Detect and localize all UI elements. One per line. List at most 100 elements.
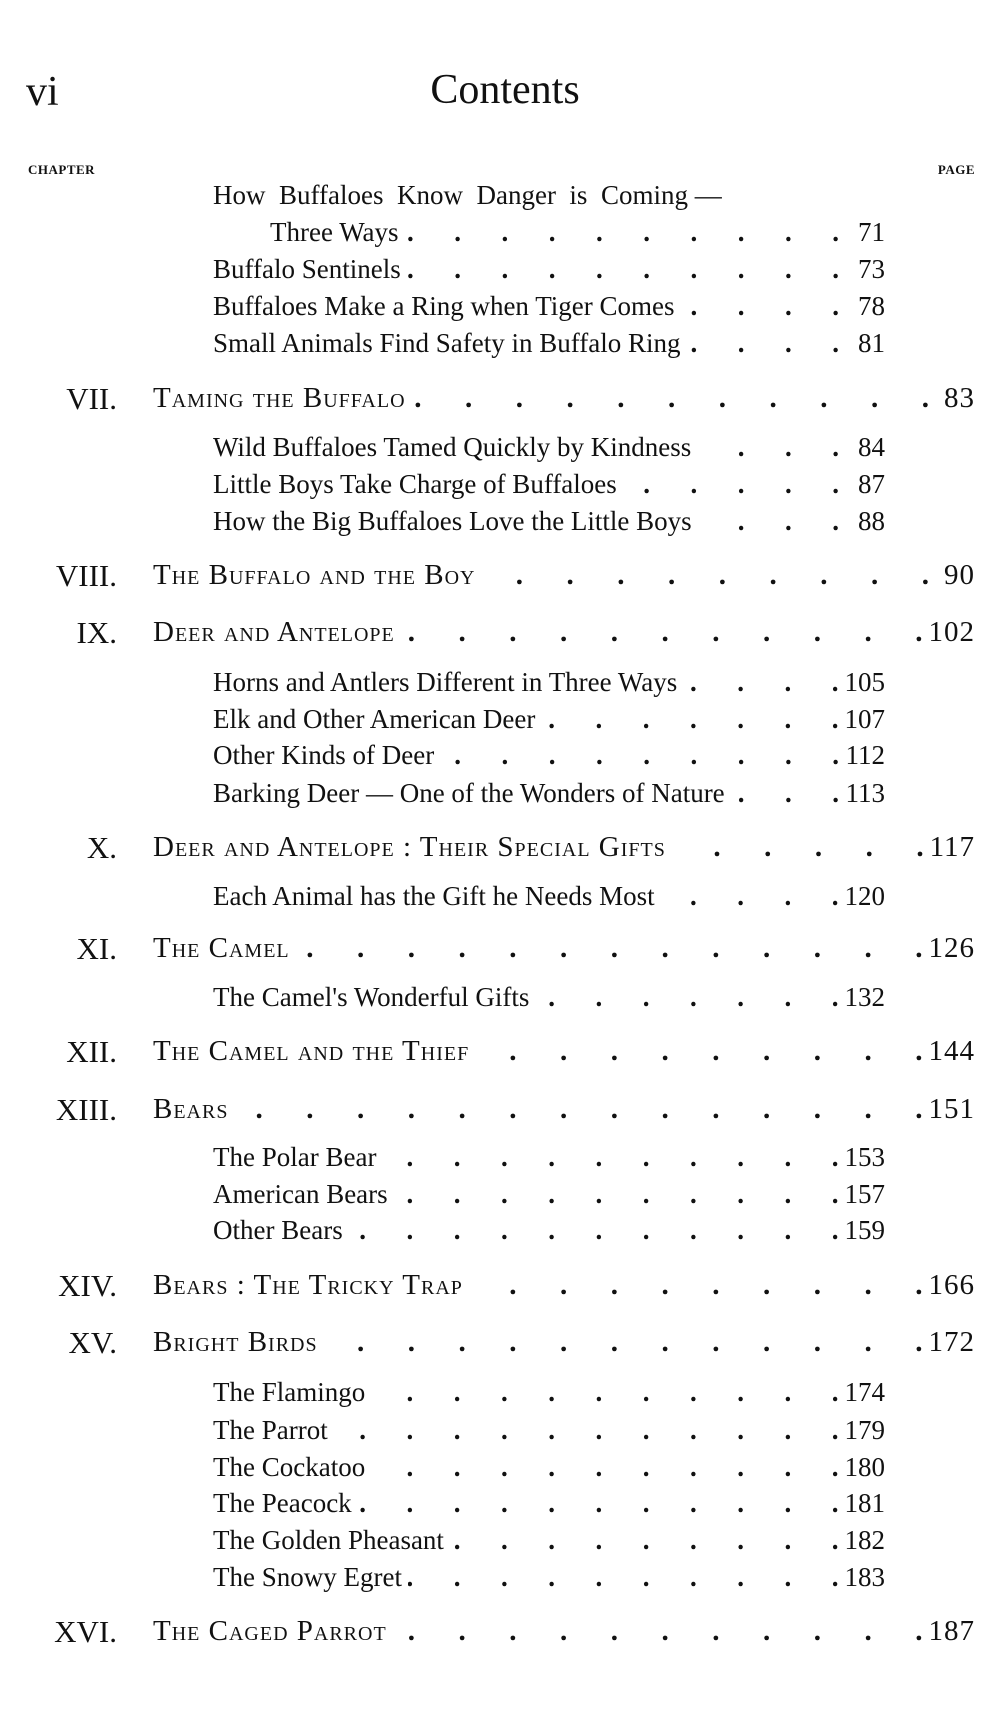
dot-leader (349, 1215, 839, 1246)
entry-page-number: 71 (858, 217, 885, 247)
page-title: Contents (430, 67, 580, 113)
dot-leader (623, 469, 839, 500)
entry-page-number: 78 (858, 291, 885, 321)
entry-page-number: 117 (929, 831, 975, 863)
entry-title: How Buffaloes Know Danger is Coming — (213, 180, 722, 210)
entry-page-number: 90 (944, 559, 975, 591)
chapter-numeral: VII. (66, 381, 117, 416)
dot-leader (450, 1525, 839, 1556)
chapter-entry: VIII. The Buffalo and the Boy 90 (0, 558, 1000, 598)
entry-title: The Golden Pheasant (213, 1525, 444, 1555)
chapter-entry: VII. Taming the Buffalo 83 (0, 381, 1000, 421)
chapter-column-label: CHAPTER (28, 162, 96, 177)
entry-page-number: 126 (928, 932, 975, 964)
dot-leader (541, 704, 838, 735)
section-entry: Horns and Antlers Different in Three Way… (0, 667, 1000, 703)
chapter-entry: XIV. Bears : The Tricky Trap 166 (0, 1268, 1000, 1308)
dot-leader (412, 382, 929, 415)
entry-title: Small Animals Find Safety in Buffalo Rin… (213, 328, 681, 358)
page-folio: vi (26, 69, 59, 115)
entry-title: Bears : The Tricky Trap (153, 1269, 463, 1301)
chapter-numeral: XIV. (58, 1268, 117, 1303)
entry-page-number: 144 (928, 1035, 975, 1067)
page-column-label: PAGE (937, 162, 975, 177)
entry-title: The Camel's Wonderful Gifts (213, 982, 530, 1012)
entry-title: Barking Deer — One of the Wonders of Nat… (213, 778, 725, 808)
entry-title: Elk and Other American Deer (213, 704, 536, 734)
entry-title: The Snowy Egret (213, 1562, 402, 1592)
chapter-entry: XIII. Bears 151 (0, 1092, 1000, 1132)
entry-title: Bears (153, 1093, 229, 1125)
chapter-entry: IX. Deer and Antelope 102 (0, 615, 1000, 655)
entry-page-number: 132 (844, 982, 886, 1012)
entry-page-number: 153 (844, 1142, 886, 1172)
dot-leader (687, 328, 839, 359)
entry-title: Buffaloes Make a Ring when Tiger Comes (213, 291, 675, 321)
dot-leader (661, 881, 839, 912)
section-entry: The Peacock 181 (0, 1488, 1000, 1524)
chapter-entry: XI. The Camel 126 (0, 931, 1000, 971)
chapter-entry: XII. The Camel and the Thief 144 (0, 1034, 1000, 1074)
entry-title: Little Boys Take Charge of Buffaloes (213, 469, 617, 499)
section-entry: Barking Deer — One of the Wonders of Nat… (0, 778, 1000, 814)
dot-leader (324, 1326, 923, 1359)
entry-title: The Camel (153, 932, 290, 964)
entry-title: Other Kinds of Deer (213, 740, 435, 770)
dot-leader (481, 559, 929, 592)
dot-leader (382, 1142, 838, 1173)
section-entry: The Polar Bear 153 (0, 1142, 1000, 1178)
section-entry: Other Kinds of Deer 112 (0, 740, 1000, 776)
section-entry: Buffalo Sentinels 73 (0, 254, 1000, 290)
dot-leader (334, 1415, 839, 1446)
entry-title: Bright Birds (153, 1326, 318, 1358)
dot-leader (672, 831, 924, 864)
dot-leader (407, 254, 839, 285)
entry-title: The Camel and the Thief (153, 1035, 470, 1067)
entry-title: Buffalo Sentinels (213, 254, 401, 284)
entry-title: Deer and Antelope (153, 616, 395, 648)
dot-leader (371, 1377, 838, 1408)
entry-title: The Parrot (213, 1415, 328, 1445)
dot-leader (731, 778, 839, 809)
entry-page-number: 120 (844, 881, 886, 911)
section-entry: The Camel's Wonderful Gifts 132 (0, 982, 1000, 1018)
entry-page-number: 159 (844, 1215, 886, 1245)
entry-page-number: 183 (844, 1562, 886, 1592)
entry-page-number: 112 (845, 740, 886, 770)
entry-title: The Buffalo and the Boy (153, 559, 476, 591)
entry-title: The Peacock (213, 1488, 352, 1518)
entry-page-number: 187 (928, 1615, 975, 1647)
section-entry: Wild Buffaloes Tamed Quickly by Kindness… (0, 432, 1000, 468)
chapter-numeral: X. (86, 830, 117, 865)
chapter-numeral: XIII. (55, 1092, 117, 1127)
entry-title: American Bears (213, 1179, 388, 1209)
entry-page-number: 174 (844, 1377, 886, 1407)
entry-page-number: 73 (858, 254, 885, 284)
entry-page-number: 180 (844, 1452, 886, 1482)
dot-leader (234, 1093, 922, 1126)
dot-leader (408, 1562, 839, 1593)
section-entry: Elk and Other American Deer 107 (0, 704, 1000, 740)
section-entry: The Parrot 179 (0, 1415, 1000, 1451)
entry-page-number: 151 (928, 1093, 975, 1125)
chapter-numeral: XV. (68, 1325, 117, 1360)
chapter-numeral: XVI. (54, 1614, 117, 1649)
section-entry: Buffaloes Make a Ring when Tiger Comes 78 (0, 291, 1000, 327)
dot-leader (475, 1035, 922, 1068)
entry-title: The Caged Parrot (153, 1615, 387, 1647)
section-entry: The Golden Pheasant 182 (0, 1525, 1000, 1561)
dot-leader (401, 616, 923, 649)
section-entry: The Cockatoo 180 (0, 1452, 1000, 1488)
dot-leader (394, 1179, 839, 1210)
entry-page-number: 83 (944, 382, 975, 414)
dot-leader (405, 217, 839, 248)
chapter-entry: XVI. The Caged Parrot 187 (0, 1614, 1000, 1654)
entry-page-number: 181 (844, 1488, 886, 1518)
entry-page-number: 88 (858, 506, 885, 536)
entry-title: Three Ways (270, 217, 399, 247)
section-entry: How Buffaloes Know Danger is Coming — (0, 180, 1000, 216)
entry-title: The Polar Bear (213, 1142, 377, 1172)
entry-title: Other Bears (213, 1215, 343, 1245)
chapter-numeral: XI. (76, 931, 117, 966)
section-entry: Other Bears 159 (0, 1215, 1000, 1251)
